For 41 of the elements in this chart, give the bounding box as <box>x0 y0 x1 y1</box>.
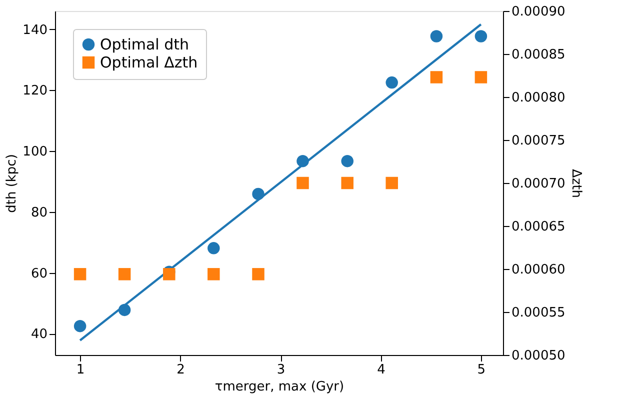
x-tick-label: 3 <box>276 362 286 378</box>
point <box>163 268 176 280</box>
point <box>74 320 86 332</box>
point <box>252 268 264 280</box>
point <box>341 176 354 190</box>
point <box>474 30 488 42</box>
point <box>208 242 220 254</box>
x-tick-label: 1 <box>76 362 85 378</box>
point <box>430 30 443 42</box>
y-tick-label: 40 <box>30 327 48 342</box>
x-axis-title: τmerger, max (Gyr) <box>214 380 344 394</box>
y2-tick-label: 0.00060 <box>512 262 566 278</box>
y-tick-label: 80 <box>30 205 48 220</box>
x-tick-label: 2 <box>176 362 185 378</box>
y2-tick-label: 0.00085 <box>512 48 566 62</box>
y2-tick-label: 0.00055 <box>512 306 566 320</box>
y2-tick-label: 0.00080 <box>512 90 566 106</box>
point <box>208 268 220 280</box>
point <box>296 176 309 190</box>
point <box>341 154 354 168</box>
point <box>386 76 398 89</box>
point <box>474 71 488 84</box>
y2-axis-title: Δzth <box>568 168 584 198</box>
y2-tick-label: 0.00090 <box>512 4 566 20</box>
legend-label: Optimal Δzth <box>100 54 198 72</box>
legend-label: Optimal dth <box>100 36 190 54</box>
y2-tick-label: 0.00075 <box>512 134 566 148</box>
point <box>386 176 398 190</box>
y2-tick-label: 0.00070 <box>512 176 566 192</box>
y2-tick-label: 0.00050 <box>512 348 566 364</box>
x-tick-label: 4 <box>377 362 386 378</box>
y-tick-label: 60 <box>30 266 48 282</box>
y-axis-title: dth (kpc) <box>4 154 20 213</box>
y2-tick-label: 0.00065 <box>512 220 566 234</box>
point <box>430 71 443 84</box>
x-tick-label: 5 <box>477 362 486 378</box>
y-tick-label: 100 <box>22 144 48 160</box>
y-tick-label: 140 <box>22 22 48 38</box>
point <box>118 268 131 280</box>
point <box>74 268 86 280</box>
y-tick-label: 120 <box>22 84 48 99</box>
